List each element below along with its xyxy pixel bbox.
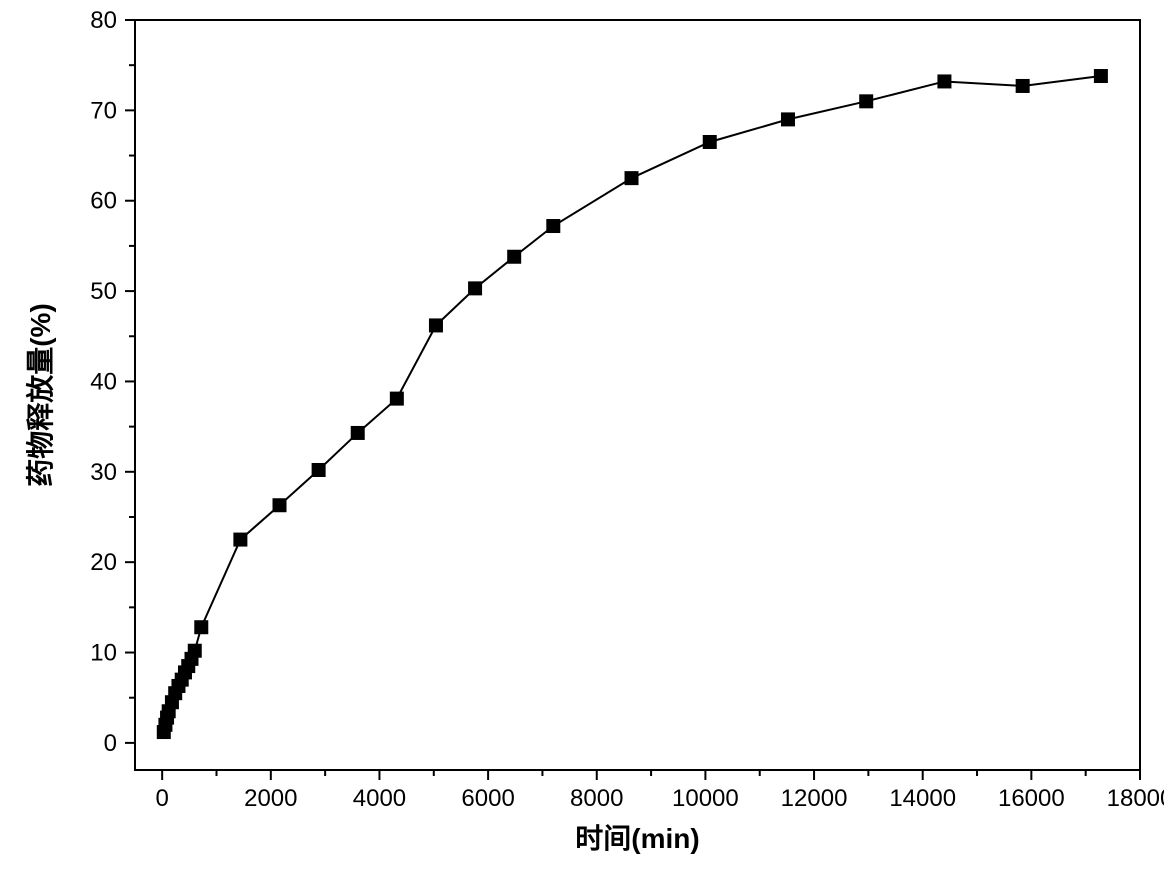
y-tick-label: 50 [90, 278, 117, 305]
y-tick-label: 0 [104, 730, 117, 757]
x-tick-label: 12000 [781, 785, 848, 812]
y-tick-label: 20 [90, 549, 117, 576]
x-tick-label: 14000 [889, 785, 956, 812]
x-axis-label: 时间(min) [575, 823, 699, 854]
data-marker [390, 392, 404, 406]
data-marker [273, 498, 287, 512]
x-tick-label: 18000 [1107, 785, 1164, 812]
y-axis-label: 药物释放量(%) [24, 303, 56, 487]
data-marker [507, 250, 521, 264]
y-tick-label: 30 [90, 459, 117, 486]
data-marker [937, 74, 951, 88]
chart-container: 0 2000 4000 6000 8000 10000 12000 14000 16000 180… [0, 0, 1164, 879]
x-tick-label: 10000 [672, 785, 739, 812]
data-marker [781, 112, 795, 126]
y-tick-label: 60 [90, 188, 117, 215]
data-marker [194, 620, 208, 634]
x-tick-label: 2000 [244, 785, 297, 812]
x-tick-label: 4000 [353, 785, 406, 812]
x-tick-label: 16000 [998, 785, 1065, 812]
drug-release-chart: 0 2000 4000 6000 8000 10000 12000 14000 16000 180… [0, 0, 1164, 879]
data-marker [859, 94, 873, 108]
data-marker [429, 318, 443, 332]
y-tick-label: 40 [90, 368, 117, 395]
data-marker [1016, 79, 1030, 93]
y-tick-label: 70 [90, 97, 117, 124]
data-marker [312, 463, 326, 477]
y-tick-label: 10 [90, 640, 117, 667]
data-marker [233, 533, 247, 547]
x-tick-label: 0 [155, 785, 168, 812]
data-marker [546, 219, 560, 233]
data-marker [188, 644, 202, 658]
data-marker [625, 171, 639, 185]
data-marker [468, 281, 482, 295]
y-tick-label: 80 [90, 7, 117, 34]
x-tick-label: 6000 [461, 785, 514, 812]
data-marker [351, 426, 365, 440]
data-marker [703, 135, 717, 149]
data-marker [1094, 69, 1108, 83]
x-tick-label: 8000 [570, 785, 623, 812]
